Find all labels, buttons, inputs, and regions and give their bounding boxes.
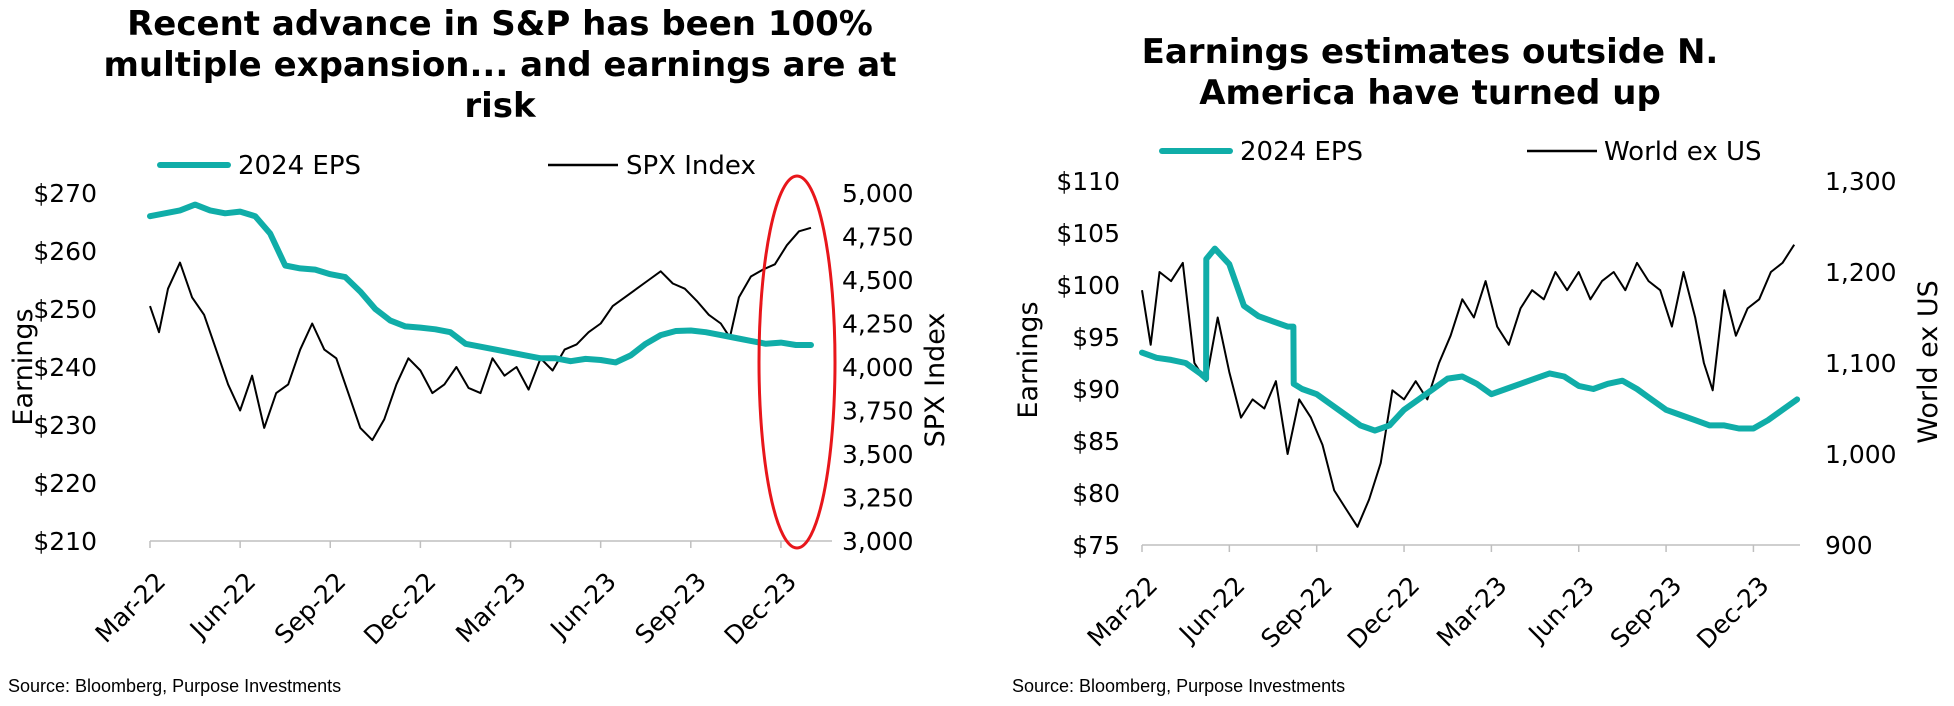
- legend-label-index: SPX Index: [626, 151, 756, 181]
- x-tick-label: Jun-23: [1522, 571, 1600, 649]
- chart-svg: Mar-22 Jun-22 Sep-22 Dec-22 Mar-23 Jun-23 Sep-…: [8, 151, 951, 651]
- series-line-index: [149, 226, 812, 442]
- source-note: Source: Bloomberg, Purpose Investments: [1012, 676, 1346, 696]
- highlight-ellipse: [757, 174, 837, 550]
- y2-tick-label: 4,500: [842, 266, 914, 295]
- x-tick-label: Jun-22: [1172, 571, 1250, 649]
- y-tick-label: $270: [33, 179, 97, 208]
- y-axis-title: Earnings: [1013, 301, 1044, 418]
- y-tick-label: $230: [33, 411, 97, 440]
- x-tick-label: Jun-22: [183, 567, 261, 645]
- chart-panel-left: Recent advance in S&P has been 100% mult…: [0, 0, 975, 706]
- y2-tick-label: 3,250: [842, 484, 914, 513]
- legend-label-eps: 2024 EPS: [238, 151, 361, 181]
- x-tick-label: Dec-23: [719, 567, 803, 651]
- x-tick-label: Dec-22: [1342, 571, 1426, 655]
- y-tick-label: $95: [1072, 323, 1120, 352]
- y2-tick-label: 3,750: [842, 397, 914, 426]
- y2-tick-label: 3,000: [842, 527, 914, 556]
- x-tick-label: Dec-23: [1691, 571, 1775, 655]
- x-tick-label: Sep-22: [269, 567, 352, 650]
- chart-svg: Mar-22 Jun-22 Sep-22 Dec-22 Mar-23 Jun-23 Sep-…: [1013, 137, 1944, 655]
- y-tick-label: $210: [33, 527, 97, 556]
- series-line-eps: [1139, 245, 1801, 434]
- series-line-eps: [147, 201, 814, 366]
- x-tick-label: Sep-22: [1255, 571, 1338, 654]
- y-tick-label: $100: [1056, 271, 1120, 300]
- x-tick-label: Mar-22: [90, 567, 172, 649]
- y-tick-label: $90: [1072, 375, 1120, 404]
- chart-panel-right: Earnings estimates outside N. America ha…: [1000, 0, 1954, 706]
- y2-tick-label: 4,750: [842, 223, 914, 252]
- y2-tick-label: 1,000: [1825, 440, 1897, 469]
- y2-tick-label: 1,200: [1825, 258, 1897, 287]
- y-tick-label: $110: [1056, 167, 1120, 196]
- x-tick-label: Sep-23: [1605, 571, 1688, 654]
- x-tick-label: Mar-22: [1082, 571, 1164, 653]
- y-tick-label: $240: [33, 353, 97, 382]
- legend-label-eps: 2024 EPS: [1240, 137, 1363, 167]
- y-tick-label: $80: [1072, 479, 1120, 508]
- y2-axis-title: World ex US: [1913, 280, 1944, 444]
- chart-title: Recent advance in S&P has been 100% mult…: [103, 4, 897, 126]
- y2-tick-label: 3,500: [842, 440, 914, 469]
- y2-tick-label: 1,300: [1825, 167, 1897, 196]
- series-line-index: [1141, 244, 1796, 528]
- source-note: Source: Bloomberg, Purpose Investments: [8, 676, 342, 696]
- y-tick-label: $250: [33, 295, 97, 324]
- y2-tick-label: 4,250: [842, 310, 914, 339]
- x-tick-label: Sep-23: [629, 567, 712, 650]
- y2-tick-label: 4,000: [842, 353, 914, 382]
- legend-label-index: World ex US: [1604, 137, 1762, 167]
- y-tick-label: $75: [1072, 531, 1120, 560]
- x-tick-label: Mar-23: [1431, 571, 1513, 653]
- y-tick-label: $105: [1056, 219, 1120, 248]
- y-tick-label: $220: [33, 469, 97, 498]
- x-tick-label: Dec-22: [358, 567, 442, 651]
- y-axis-title: Earnings: [8, 308, 39, 425]
- y2-tick-label: 1,100: [1825, 349, 1897, 378]
- chart-title: Earnings estimates outside N. America ha…: [1141, 32, 1719, 113]
- y2-tick-label: 900: [1825, 531, 1873, 560]
- y-tick-label: $85: [1072, 427, 1120, 456]
- y-tick-label: $260: [33, 237, 97, 266]
- x-tick-label: Mar-23: [450, 567, 532, 649]
- y2-axis-title: SPX Index: [920, 313, 951, 448]
- x-tick-label: Jun-23: [543, 567, 621, 645]
- y2-tick-label: 5,000: [842, 179, 914, 208]
